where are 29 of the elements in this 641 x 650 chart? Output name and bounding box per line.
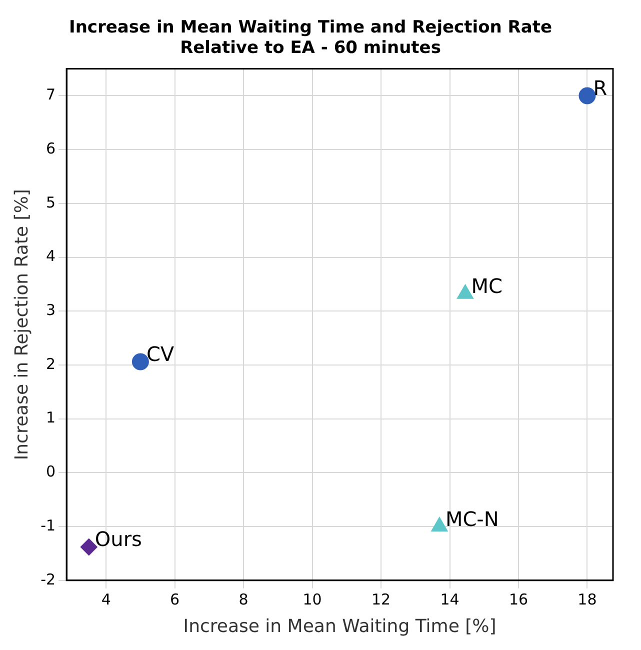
- x-axis-title: Increase in Mean Waiting Time [%]: [183, 616, 496, 637]
- point: [80, 538, 98, 556]
- x-tick-label: 18: [578, 590, 597, 608]
- y-tick-label: 0: [46, 462, 56, 481]
- y-tick-label: 6: [46, 139, 56, 158]
- series-label: R: [593, 76, 608, 100]
- x-tick-label: 12: [371, 590, 391, 608]
- y-axis-title: Increase in Rejection Rate [%]: [11, 189, 32, 460]
- x-tick-label: 14: [440, 590, 460, 608]
- chart-title: Increase in Mean Waiting Time and Rejection Rate Relative to EA - 60 minutes: [68, 18, 552, 58]
- x-tick-label: 4: [101, 590, 111, 608]
- series-label: CV: [146, 342, 174, 366]
- y-tick-label: -2: [40, 570, 56, 588]
- series-label: MC: [471, 274, 502, 298]
- point: [132, 353, 149, 370]
- y-tick-label: 3: [46, 301, 56, 320]
- y-tick-label: 7: [46, 86, 56, 104]
- x-tick-label: 8: [238, 590, 248, 608]
- y-tick-label: 5: [46, 193, 56, 212]
- series-label: Ours: [94, 527, 142, 552]
- series-label: MC-N: [445, 506, 499, 531]
- point: [578, 87, 596, 104]
- x-tick-label: 6: [170, 590, 180, 608]
- x-tick-label: 16: [508, 590, 528, 608]
- y-tick-label: -1: [40, 516, 56, 534]
- y-tick-label: 2: [46, 354, 56, 373]
- x-tick-label: 10: [302, 590, 322, 608]
- y-tick-label: 4: [46, 247, 56, 266]
- y-tick-label: 1: [46, 408, 56, 427]
